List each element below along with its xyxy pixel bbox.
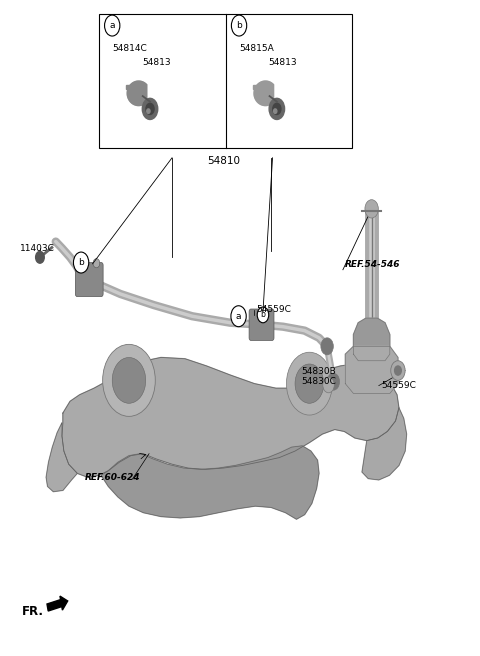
Polygon shape (353, 318, 390, 361)
Text: FR.: FR. (22, 605, 44, 618)
Circle shape (257, 307, 269, 323)
Circle shape (146, 104, 154, 114)
Circle shape (391, 361, 405, 380)
Circle shape (231, 306, 246, 327)
Circle shape (269, 98, 285, 119)
Circle shape (142, 98, 158, 119)
Circle shape (79, 258, 85, 268)
Text: a: a (236, 312, 241, 321)
Polygon shape (62, 358, 399, 478)
Polygon shape (46, 423, 77, 491)
Polygon shape (362, 408, 407, 480)
Circle shape (231, 15, 247, 36)
Circle shape (93, 258, 100, 268)
Circle shape (274, 109, 277, 113)
Circle shape (103, 344, 156, 417)
Text: b: b (236, 21, 242, 30)
Circle shape (105, 15, 120, 36)
Circle shape (327, 373, 339, 390)
Circle shape (295, 364, 324, 403)
Polygon shape (127, 81, 147, 106)
Circle shape (395, 366, 401, 375)
Text: 54830B: 54830B (301, 367, 336, 377)
Text: 54810: 54810 (207, 156, 240, 166)
Text: 54815A: 54815A (239, 44, 274, 53)
Circle shape (147, 109, 150, 113)
Circle shape (287, 352, 332, 415)
Polygon shape (126, 85, 145, 89)
Polygon shape (254, 81, 274, 106)
Circle shape (273, 104, 281, 114)
Polygon shape (345, 346, 398, 394)
FancyBboxPatch shape (75, 262, 103, 297)
Circle shape (73, 252, 89, 273)
Circle shape (36, 251, 44, 263)
Text: 54813: 54813 (269, 58, 297, 68)
Text: REF.54-546: REF.54-546 (345, 260, 401, 269)
Polygon shape (254, 81, 274, 106)
Text: 54814C: 54814C (112, 44, 147, 53)
Text: 54559C: 54559C (257, 305, 292, 314)
Text: 11403C: 11403C (20, 243, 55, 253)
Text: a: a (109, 21, 115, 30)
Circle shape (321, 338, 333, 355)
Polygon shape (127, 81, 147, 106)
Text: 54559C: 54559C (381, 381, 416, 390)
Text: 54830C: 54830C (301, 377, 336, 386)
Circle shape (323, 377, 334, 393)
FancyArrow shape (47, 596, 68, 611)
Text: REF.60-624: REF.60-624 (84, 473, 140, 482)
Text: b: b (78, 258, 84, 267)
Circle shape (365, 199, 378, 218)
Bar (99, 14, 352, 148)
Circle shape (112, 358, 146, 403)
Text: b: b (261, 310, 265, 319)
FancyBboxPatch shape (249, 309, 274, 340)
Polygon shape (101, 446, 319, 519)
Text: 54813: 54813 (142, 58, 170, 68)
Polygon shape (253, 85, 272, 89)
